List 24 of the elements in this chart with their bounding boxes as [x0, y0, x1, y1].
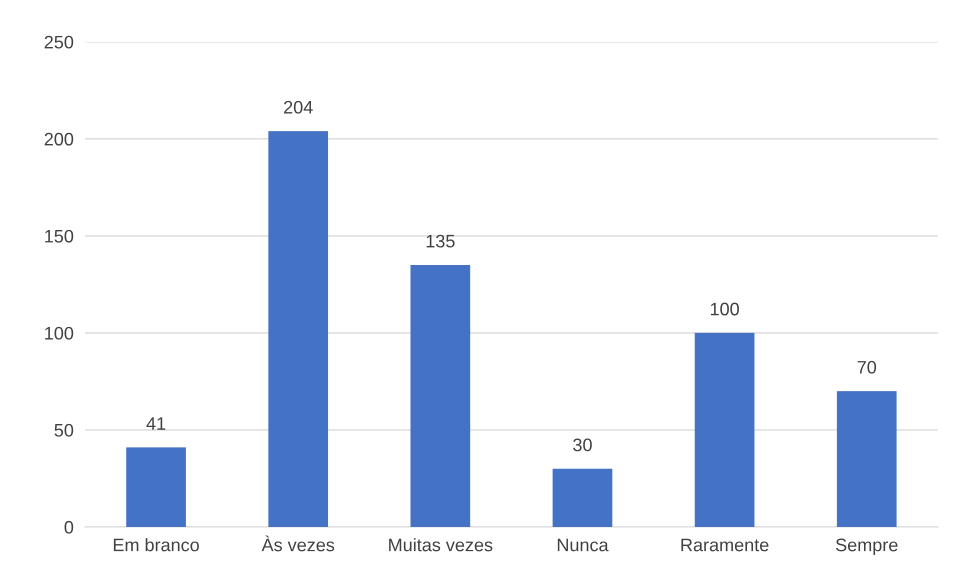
y-tick-label: 50	[54, 424, 74, 437]
y-tick-label: 0	[64, 520, 74, 534]
y-tick-label: 200	[44, 132, 74, 146]
y-tick-label: 100	[45, 326, 74, 340]
bar	[552, 468, 612, 527]
data-label: 30	[573, 438, 592, 452]
x-tick-label: Sempre	[836, 538, 898, 555]
data-label: 135	[426, 234, 455, 248]
x-tick-label: Em branco	[114, 538, 199, 552]
x-tick-label: Raramente	[681, 538, 768, 552]
x-tick-label: Muitas vezes	[389, 538, 492, 552]
y-tick-label: 250	[44, 36, 74, 49]
data-label: 41	[146, 417, 166, 430]
x-tick-label: Nunca	[558, 538, 609, 552]
x-tick-label: Às vezes	[262, 536, 334, 552]
bar	[268, 131, 328, 527]
data-label: 100	[710, 302, 739, 316]
bar	[410, 264, 470, 527]
bar	[694, 332, 754, 527]
data-label: 204	[284, 100, 313, 114]
bar	[126, 447, 186, 527]
data-label: 70	[858, 360, 876, 374]
bar	[836, 391, 897, 527]
y-tick-label: 150	[45, 230, 74, 243]
